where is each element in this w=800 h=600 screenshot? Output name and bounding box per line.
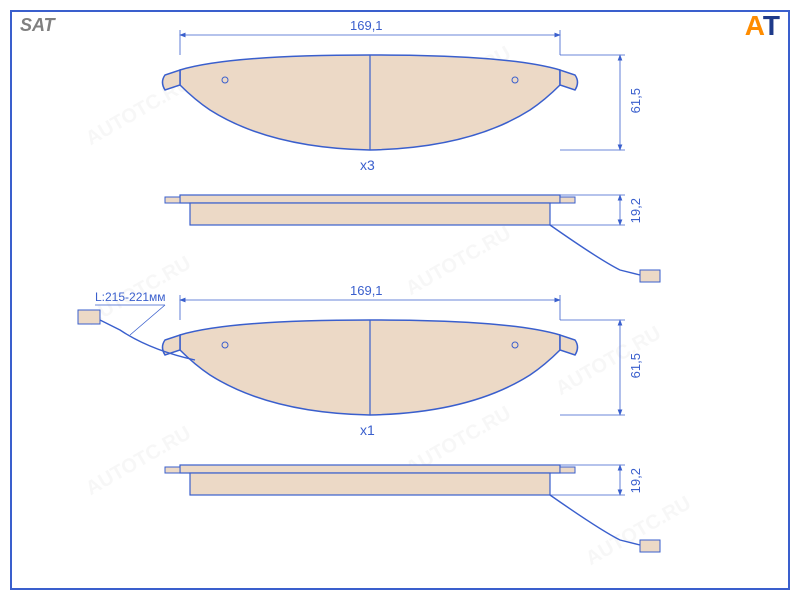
wire-sensor-face xyxy=(78,310,195,360)
qty-bottom: x1 xyxy=(360,422,375,438)
dim-label-top-thick: 19,2 xyxy=(628,198,643,223)
dim-label-top-width: 169,1 xyxy=(350,18,383,33)
dim-label-bottom-width: 169,1 xyxy=(350,283,383,298)
diagram-canvas: SAT AT AUTOTC.RU AUTOTC.RU AUTOTC.RU AUT… xyxy=(0,0,800,600)
dim-top-height xyxy=(560,55,625,150)
dim-label-bottom-height: 61,5 xyxy=(628,353,643,378)
wire-top xyxy=(550,225,660,282)
dim-bottom-width xyxy=(180,295,560,320)
wire-bottom xyxy=(550,495,660,552)
brake-pad-bottom-face xyxy=(163,320,578,415)
wire-label-leader xyxy=(95,305,165,335)
wire-length-label: L:215-221мм xyxy=(95,290,166,304)
brake-pad-top-side xyxy=(165,195,575,225)
dim-label-bottom-thick: 19,2 xyxy=(628,468,643,493)
dim-label-top-height: 61,5 xyxy=(628,88,643,113)
dim-top-width xyxy=(180,30,560,55)
brake-pad-bottom-side xyxy=(165,465,575,495)
qty-top: x3 xyxy=(360,157,375,173)
brake-pad-top-face xyxy=(163,55,578,150)
dim-bottom-height xyxy=(560,320,625,415)
